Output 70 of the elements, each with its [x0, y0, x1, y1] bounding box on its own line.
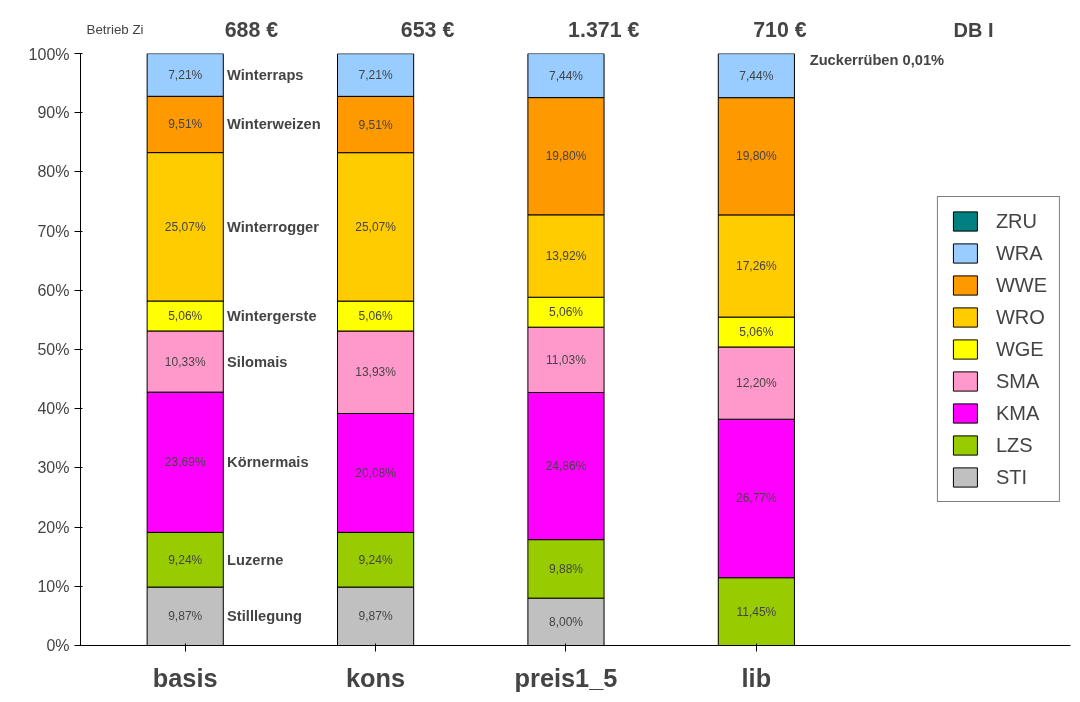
data-label: 9,24%	[358, 552, 393, 567]
data-label: 5,06%	[168, 308, 203, 323]
x-tick-label: lib	[741, 663, 772, 692]
data-label: 11,03%	[546, 352, 587, 367]
y-tick-label: 90%	[37, 104, 70, 122]
annotation: Wintergerste	[227, 307, 317, 324]
data-label: 5,06%	[548, 305, 584, 320]
data-label: 25,07%	[164, 219, 206, 234]
x-tick-label: preis1_5	[514, 663, 618, 692]
data-label: 7,21%	[358, 68, 393, 83]
data-label: 9,51%	[358, 117, 393, 132]
data-label: 13,93%	[355, 365, 397, 380]
x-tick-label: kons	[346, 663, 406, 692]
data-label: 5,06%	[739, 325, 774, 340]
text: 1.371 €	[568, 17, 640, 42]
x-tick-label: basis	[152, 663, 218, 692]
annotation: Winterrogger	[227, 218, 320, 235]
annotation: Winterweizen	[227, 116, 321, 133]
data-label: 9,87%	[168, 609, 203, 624]
data-label: 24,86%	[545, 459, 587, 474]
y-tick-label: 40%	[37, 400, 70, 418]
y-tick-label: 80%	[37, 163, 70, 181]
data-label: 10,33%	[164, 354, 206, 369]
y-tick-label: 50%	[37, 341, 70, 358]
annotation: Silomais	[227, 353, 288, 370]
data-label: 9,24%	[168, 552, 203, 567]
data-label: 25,07%	[355, 219, 397, 234]
y-tick-label: 60%	[37, 281, 70, 299]
text: DB I	[953, 18, 994, 41]
data-label: 9,88%	[548, 561, 584, 576]
y-tick-label: 30%	[37, 459, 70, 477]
legend-label: ZRU	[995, 209, 1038, 233]
data-label: 26,77%	[736, 491, 778, 506]
data-label: 11,45%	[736, 604, 777, 619]
annotation: Luzerne	[227, 551, 284, 568]
y-tick-label: 70%	[37, 222, 70, 240]
legend-label: KMA	[995, 401, 1040, 425]
y-tick-label: 100%	[28, 45, 70, 63]
y-tick-label: 20%	[37, 518, 70, 536]
data-label: 13,92%	[545, 249, 587, 264]
data-label: 19,80%	[545, 149, 587, 164]
legend-label: WRO	[995, 305, 1045, 329]
annotation: Zuckerrüben 0,01%	[809, 51, 945, 68]
legend-label: WGE	[995, 337, 1044, 361]
legend-label: SMA	[995, 369, 1040, 393]
data-label: 5,06%	[358, 309, 393, 324]
legend-label: LZS	[995, 433, 1033, 457]
annotation: Körnermais	[227, 454, 309, 471]
data-label: 8,00%	[548, 614, 584, 629]
y-tick-label: 0%	[46, 637, 70, 654]
legend-label: STI	[995, 465, 1028, 489]
annotation: Stilllegung	[227, 608, 302, 625]
text: 710 €	[753, 17, 807, 42]
data-label: 12,20%	[736, 376, 778, 391]
data-label: 17,26%	[736, 258, 778, 273]
data-label: 7,21%	[168, 67, 203, 82]
text: 653 €	[400, 17, 455, 42]
text: Betrieb Zi	[86, 22, 144, 38]
data-label: 9,51%	[168, 117, 203, 132]
text: 688 €	[224, 17, 279, 42]
annotation: Winterraps	[227, 66, 304, 83]
data-label: 19,80%	[736, 149, 778, 164]
data-label: 20,08%	[355, 465, 397, 480]
data-label: 9,87%	[358, 609, 393, 624]
legend-label: WWE	[995, 273, 1047, 297]
data-label: 23,69%	[164, 455, 206, 470]
data-label: 7,44%	[739, 68, 774, 83]
y-tick-label: 10%	[37, 577, 70, 595]
data-label: 7,44%	[548, 68, 584, 83]
legend-label: WRA	[995, 241, 1043, 265]
